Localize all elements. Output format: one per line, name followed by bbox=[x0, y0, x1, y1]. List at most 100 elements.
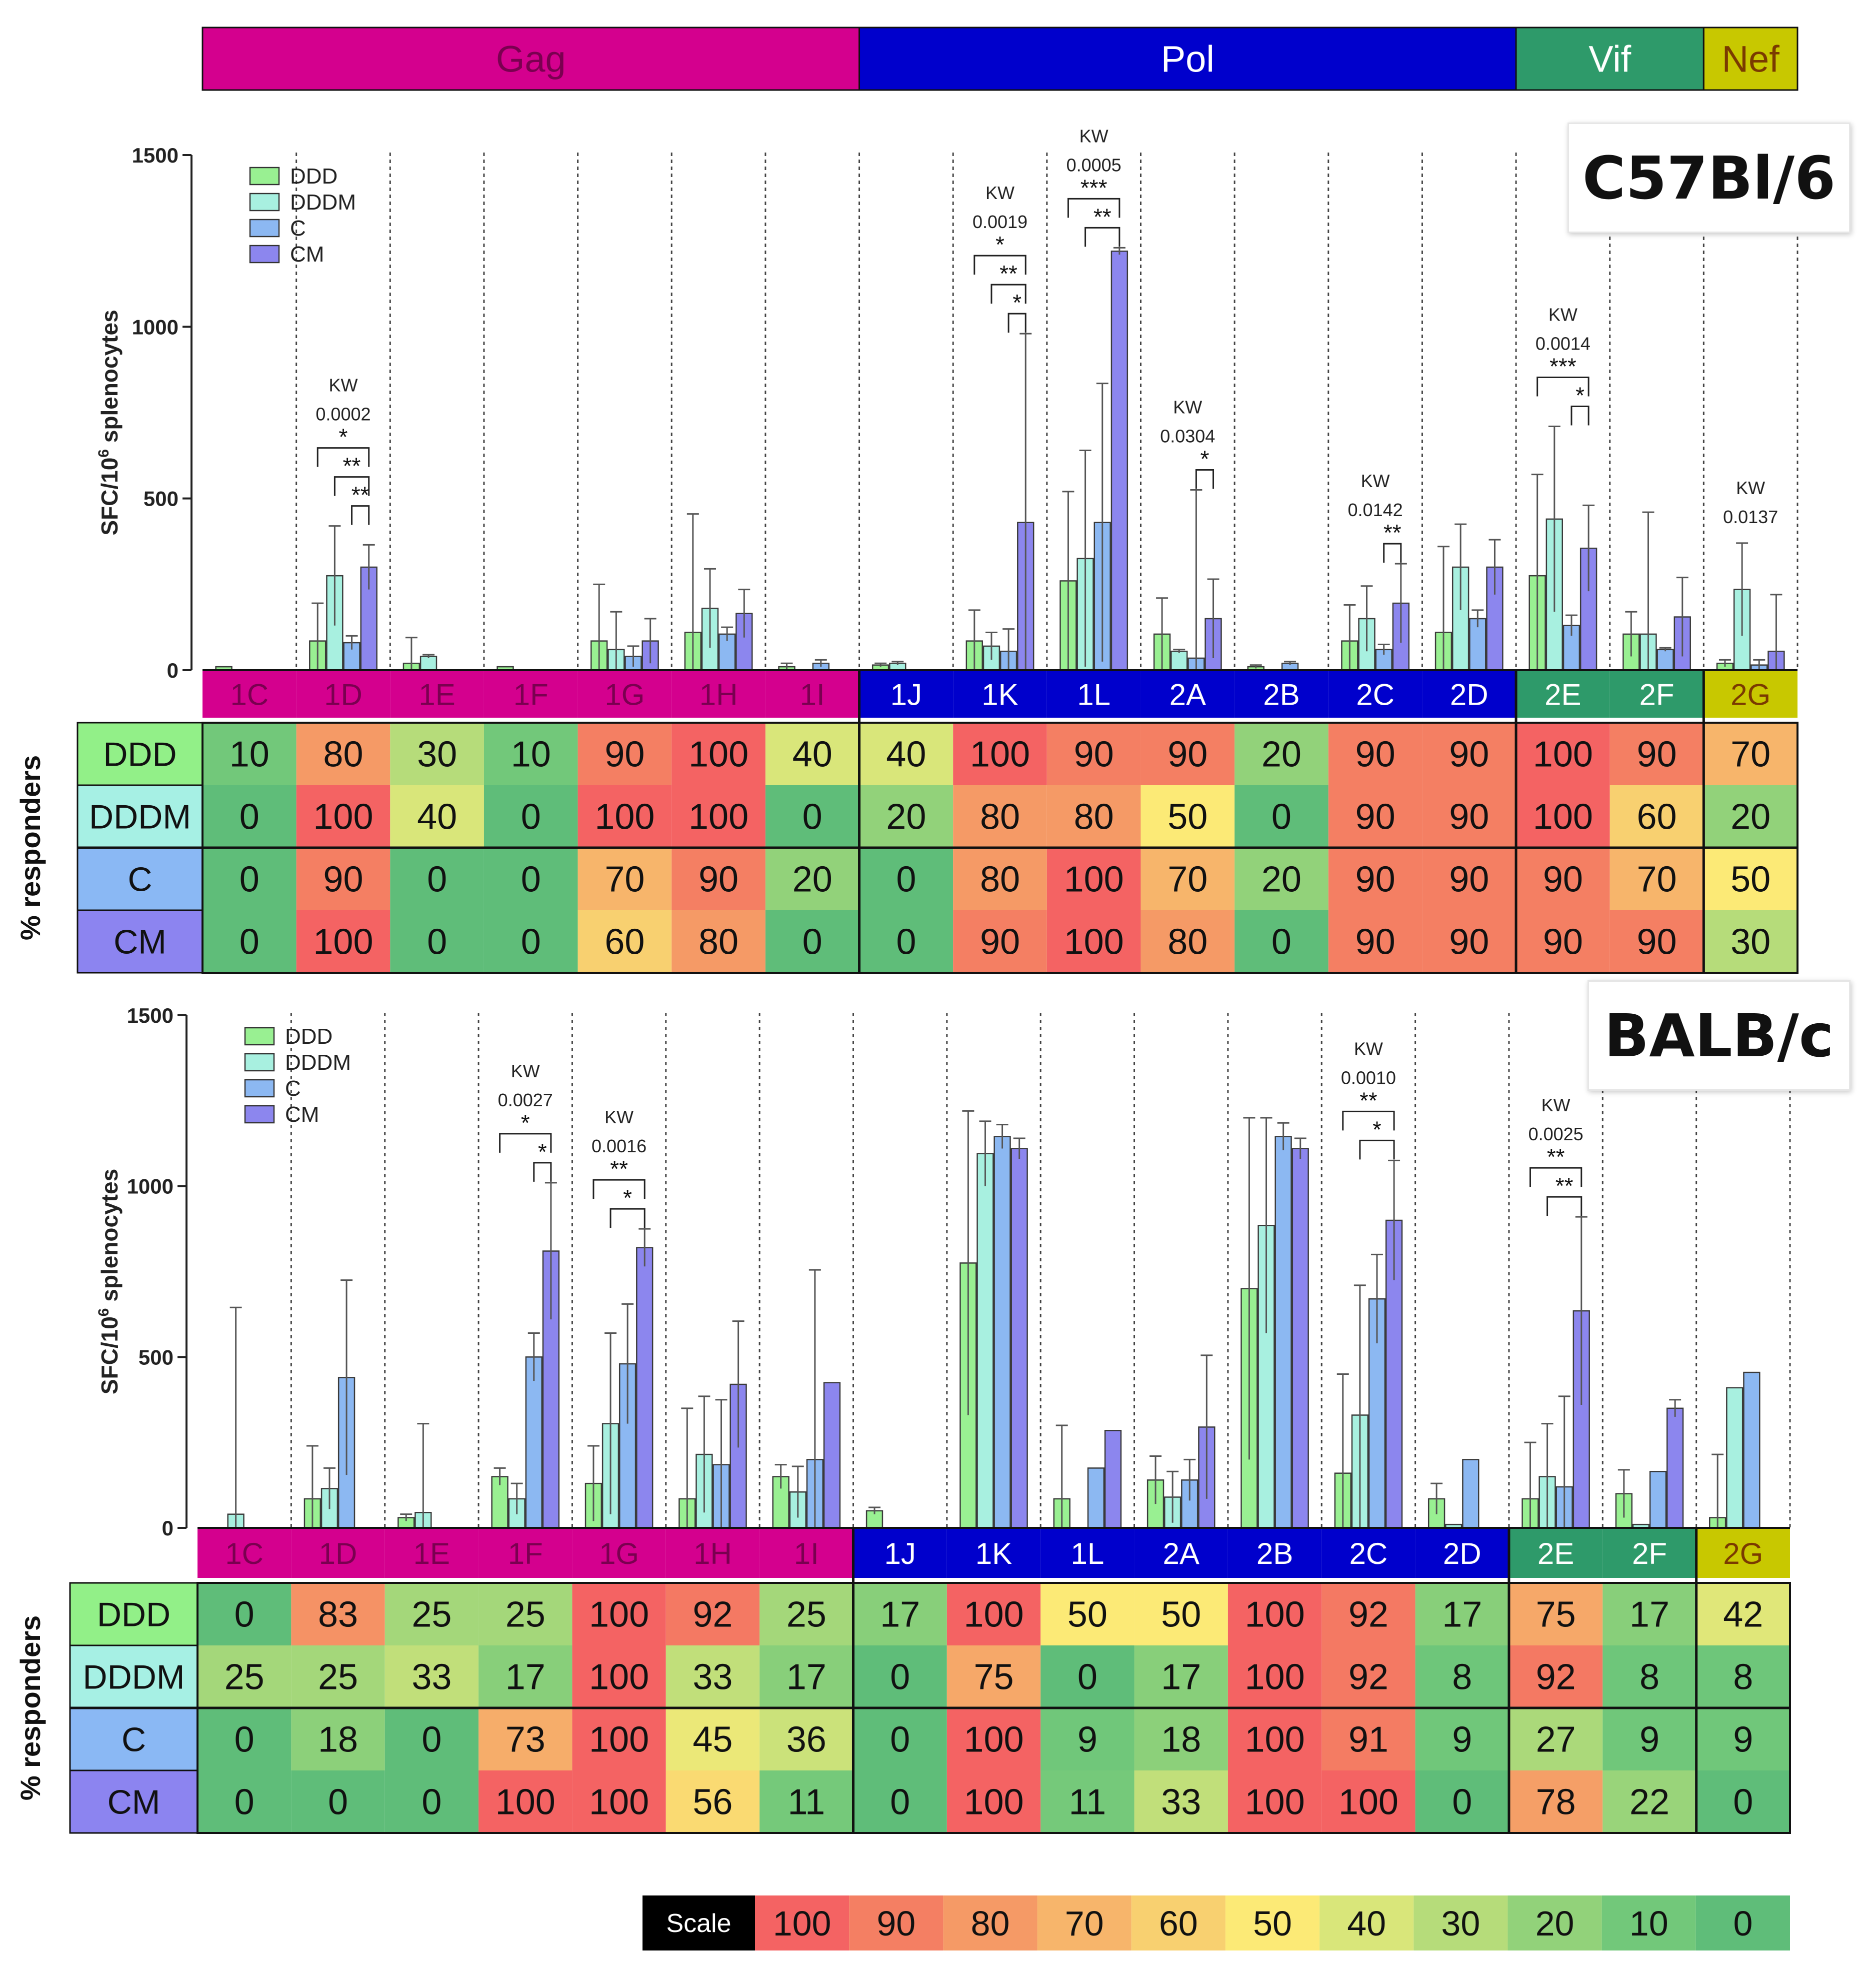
panel-2-category-cell bbox=[1508, 1528, 1603, 1578]
panel-1-heat-value: 0 bbox=[1272, 922, 1292, 962]
panel-2-heat-value: 17 bbox=[1161, 1657, 1201, 1697]
panel-1-category-label: 2A bbox=[1170, 678, 1206, 712]
panel-1-heat-cell bbox=[672, 785, 766, 848]
panel-2-category-label: 2D bbox=[1443, 1537, 1482, 1570]
panel-2-heat-cell bbox=[946, 1708, 1041, 1770]
panel-2-heat-value: 0 bbox=[422, 1720, 442, 1760]
panel-2-bar-cm-2f bbox=[1666, 1407, 1684, 1529]
panel-2-heat-cell bbox=[1508, 1770, 1603, 1833]
panel-2-heat-cell bbox=[1322, 1708, 1416, 1770]
panel-1-legend-label-ddd: DDD bbox=[290, 164, 338, 189]
panel-1-heat-cell bbox=[1516, 910, 1610, 973]
panel-1-heat-value: 70 bbox=[1168, 860, 1208, 900]
panel-1-heat-value: 90 bbox=[1449, 860, 1489, 900]
panel-1-heat-cell bbox=[859, 723, 954, 785]
panel-1-heat-value: 0 bbox=[1272, 797, 1292, 837]
panel-2-significance-bracket bbox=[592, 1179, 646, 1199]
panel-2-y-tick-label: 500 bbox=[138, 1345, 174, 1369]
panel-2-heat-value: 18 bbox=[318, 1720, 358, 1760]
panel-1-heat-value: 0 bbox=[896, 860, 916, 900]
panel-2-bar-dddm-1k bbox=[976, 1153, 994, 1529]
panel-2-y-tick-label: 1500 bbox=[127, 1004, 174, 1027]
panel-1-category-cell bbox=[1140, 670, 1235, 718]
panel-2-heat-cell bbox=[853, 1708, 947, 1770]
panel-2-kw-pvalue: 0.0025 bbox=[1528, 1124, 1584, 1144]
panel-1-significance-bracket bbox=[316, 447, 370, 467]
panel-1-category-label: 2G bbox=[1730, 678, 1770, 712]
panel-2-heat-cell bbox=[1415, 1583, 1509, 1645]
panel-1-heat-value: 40 bbox=[792, 735, 832, 775]
panel-2-heat-value: 100 bbox=[496, 1782, 556, 1822]
panel-1-heat-cell bbox=[296, 785, 390, 848]
panel-2-heat-cell bbox=[1134, 1770, 1228, 1833]
panel-1-row-header-dddm bbox=[76, 784, 204, 849]
panel-2-row-header-label-c: C bbox=[122, 1721, 146, 1759]
panel-1-kw-pvalue: 0.0142 bbox=[1348, 500, 1403, 520]
scale-swatch bbox=[1414, 1895, 1508, 1950]
panel-2-y-tick-label: 1000 bbox=[127, 1175, 174, 1198]
panel-2-category-cell bbox=[1228, 1528, 1322, 1578]
panel-1-heat-value: 0 bbox=[802, 922, 822, 962]
panel-1-category-cell bbox=[390, 670, 484, 718]
panel-2-heat-value: 25 bbox=[224, 1657, 264, 1697]
panel-1-heat-cell bbox=[859, 785, 954, 848]
panel-1-heat-value: 100 bbox=[313, 922, 373, 962]
panel-1-heat-cell bbox=[1328, 848, 1422, 910]
panel-2-heat-value: 92 bbox=[1348, 1595, 1388, 1635]
panel-2-heat-value: 100 bbox=[964, 1782, 1024, 1822]
panel-1-heat-value: 80 bbox=[980, 797, 1020, 837]
panel-2-heat-cell bbox=[198, 1645, 292, 1708]
panel-1-heat-value: 90 bbox=[1168, 735, 1208, 775]
panel-2-category-cell bbox=[384, 1528, 479, 1578]
panel-2-heat-value: 92 bbox=[1348, 1657, 1388, 1697]
scale-label: Scale bbox=[666, 1909, 731, 1938]
panel-1-category-label: 1K bbox=[982, 678, 1018, 712]
panel-1-legend-swatch-ddd bbox=[249, 167, 280, 186]
panel-2-heat-value: 25 bbox=[786, 1595, 826, 1635]
panel-2-bar-c-2g bbox=[1743, 1371, 1760, 1529]
panel-2-heat-value: 56 bbox=[692, 1782, 732, 1822]
panel-2-category-label: 2B bbox=[1256, 1537, 1293, 1570]
panel-1-heat-cell bbox=[390, 910, 484, 973]
panel-1-y-axis-label-tail: splenocytes bbox=[96, 310, 122, 449]
panel-2-heat-cell bbox=[572, 1770, 666, 1833]
panel-1-heat-value: 0 bbox=[427, 860, 447, 900]
panel-2-heat-value: 36 bbox=[786, 1720, 826, 1760]
panel-1-category-cell bbox=[202, 670, 296, 718]
panel-2-heat-cell bbox=[478, 1583, 572, 1645]
scale-value: 40 bbox=[1347, 1904, 1386, 1943]
panel-2-category-cell bbox=[1134, 1528, 1228, 1578]
panel-1-heat-cell bbox=[765, 723, 860, 785]
panel-2-heat-cell bbox=[1322, 1583, 1416, 1645]
panel-1-significance-stars: ** bbox=[1000, 261, 1018, 287]
panel-1-kw-pvalue: 0.0304 bbox=[1160, 426, 1215, 447]
panel-2-bar-dddm-2g bbox=[1726, 1387, 1744, 1529]
panel-2-category-cell bbox=[760, 1528, 854, 1578]
panel-2-heat-value: 9 bbox=[1640, 1720, 1660, 1760]
panel-1-significance-stars: *** bbox=[1080, 175, 1108, 201]
panel-2-significance-stars: * bbox=[1372, 1116, 1382, 1142]
panel-2-heat-value: 91 bbox=[1348, 1720, 1388, 1760]
panel-2-category-cell bbox=[478, 1528, 572, 1578]
panel-2-category-label: 1I bbox=[794, 1537, 819, 1570]
panel-1-heat-cell bbox=[1234, 910, 1328, 973]
panel-1-heat-cell bbox=[202, 910, 296, 973]
panel-1-category-cell bbox=[1234, 670, 1328, 718]
panel-2-bar-c-2b bbox=[1274, 1136, 1292, 1529]
panel-1-significance-bracket bbox=[351, 505, 370, 525]
panel-2-heat-value: 0 bbox=[234, 1720, 254, 1760]
panel-2-significance-bracket bbox=[610, 1208, 646, 1228]
panel-2-row-header-label-ddd: DDD bbox=[97, 1596, 170, 1634]
panel-2-significance-bracket bbox=[1359, 1139, 1395, 1160]
panel-1-heat-cell bbox=[1516, 848, 1610, 910]
panel-1-heat-cell bbox=[1140, 723, 1235, 785]
panel-2-heat-cell bbox=[1696, 1770, 1790, 1833]
panel-1-heat-value: 100 bbox=[688, 735, 748, 775]
panel-2-heat-cell bbox=[1134, 1645, 1228, 1708]
panel-2-category-cell bbox=[946, 1528, 1041, 1578]
panel-2-bar-cm-1g bbox=[636, 1247, 654, 1529]
panel-2-category-label: 1H bbox=[694, 1537, 732, 1570]
panel-1-heat-cell bbox=[1328, 785, 1422, 848]
panel-1-heat-value: 30 bbox=[417, 735, 457, 775]
